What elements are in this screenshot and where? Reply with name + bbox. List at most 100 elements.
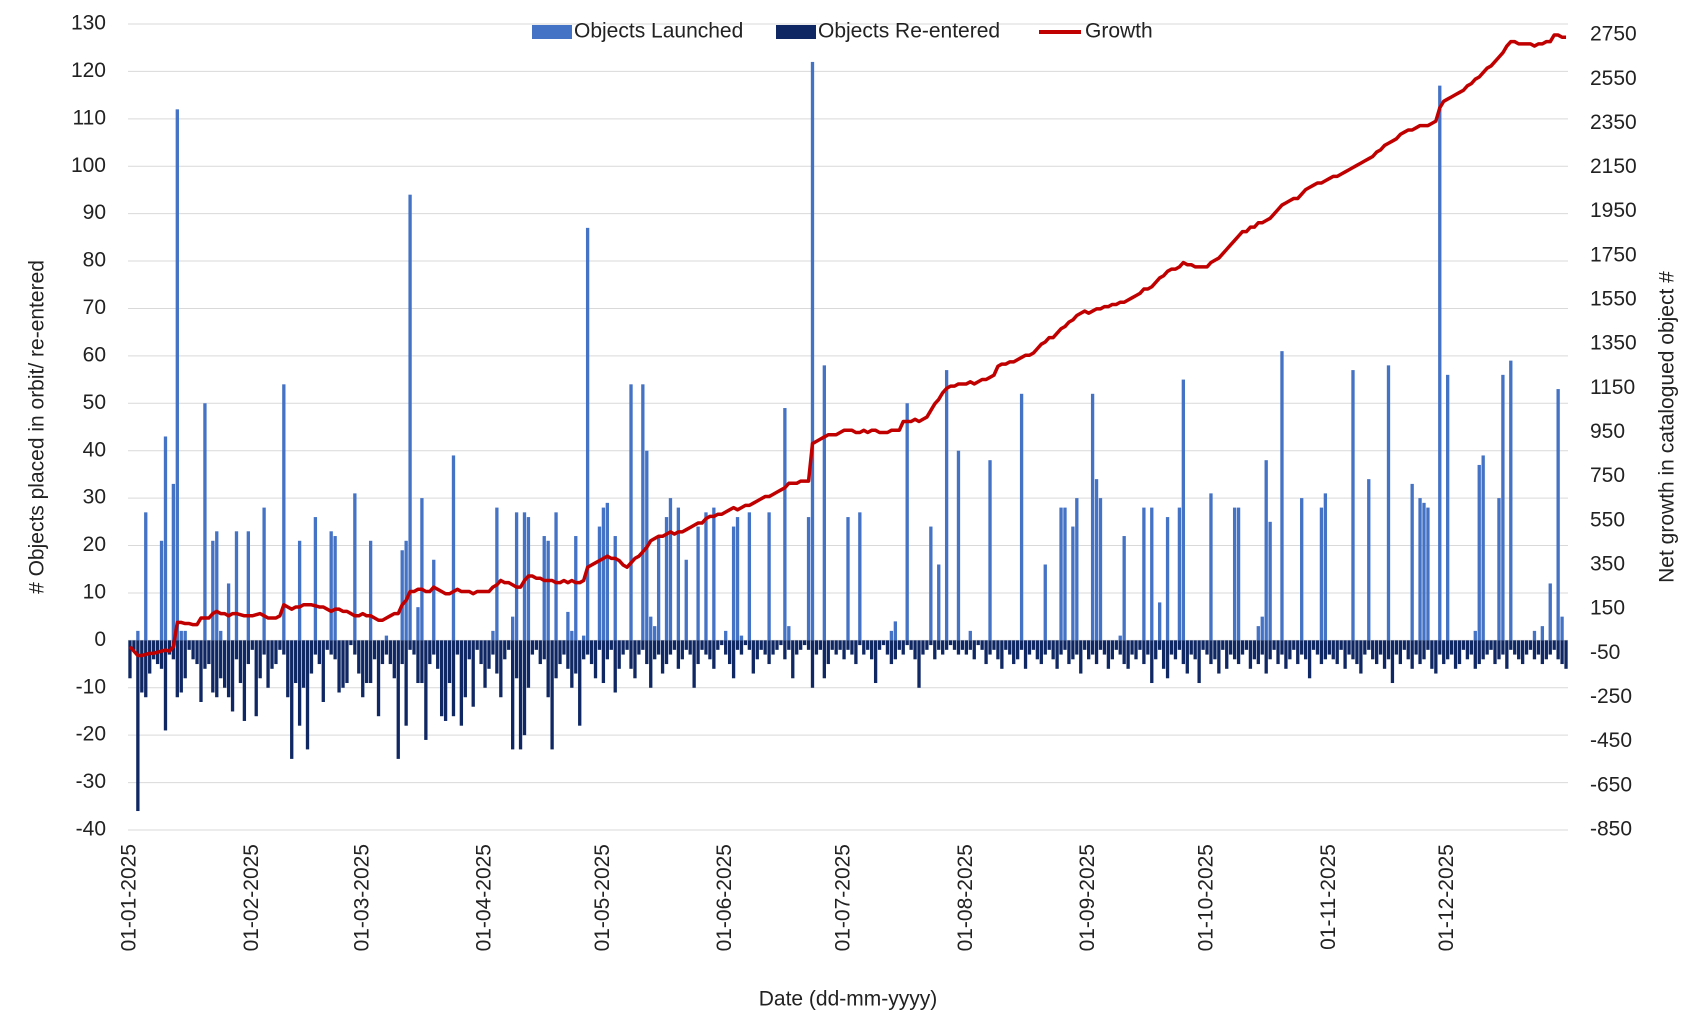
bar — [151, 640, 156, 660]
bar — [668, 498, 673, 641]
bar — [1039, 640, 1043, 665]
bar — [1406, 640, 1410, 660]
y-tick-label: -10 — [76, 675, 106, 698]
bar — [992, 640, 996, 650]
bar — [1446, 374, 1450, 641]
bar — [175, 640, 179, 698]
bar — [870, 640, 874, 660]
x-tick-label: 01-05-2025 — [591, 844, 614, 951]
bar — [1264, 640, 1268, 674]
x-tick-label: 01-01-2025 — [118, 844, 141, 951]
bar — [1461, 640, 1466, 650]
bar — [475, 640, 479, 650]
bar — [1087, 640, 1091, 660]
bar — [1260, 616, 1264, 641]
bar — [345, 640, 349, 684]
bar — [641, 640, 645, 650]
bar — [1256, 626, 1260, 641]
bar — [1307, 640, 1312, 679]
x-tick-label: 01-07-2025 — [832, 844, 855, 951]
bar — [1505, 640, 1509, 669]
bar — [278, 640, 282, 650]
bar — [731, 526, 736, 641]
bar — [1296, 640, 1300, 665]
bar — [203, 403, 207, 641]
bar — [250, 640, 254, 650]
bar — [724, 640, 728, 655]
y-axis-title: # Objects placed in orbit/ re-entered — [26, 260, 49, 594]
bar — [1059, 507, 1063, 641]
bar — [570, 640, 574, 688]
bar — [554, 512, 558, 641]
bar — [1205, 640, 1209, 655]
bar — [400, 550, 404, 641]
x-tick-label: 01-10-2025 — [1195, 844, 1218, 951]
bar — [1481, 640, 1485, 660]
bar — [712, 507, 716, 641]
bar — [838, 640, 842, 650]
bar — [542, 640, 546, 660]
bar-series — [136, 61, 1564, 641]
bar — [297, 640, 302, 726]
bar — [514, 512, 519, 641]
bar — [653, 626, 657, 641]
bar — [215, 531, 219, 641]
bar — [1560, 616, 1564, 641]
bar — [806, 640, 811, 650]
bar — [1532, 630, 1537, 641]
bar — [739, 635, 744, 641]
bar — [747, 640, 752, 650]
bar — [1469, 640, 1473, 655]
bar — [136, 630, 140, 641]
bar — [1193, 640, 1197, 660]
bar — [219, 630, 223, 641]
bar — [601, 507, 606, 641]
bar — [1098, 640, 1103, 650]
bar — [1390, 640, 1395, 684]
bar — [1075, 640, 1079, 655]
y-tick-label: -20 — [76, 723, 106, 746]
bar — [1264, 460, 1268, 641]
bar — [262, 640, 266, 655]
y2-tick-label: 150 — [1590, 597, 1625, 620]
bar — [1335, 640, 1339, 665]
bar — [487, 640, 491, 669]
bar — [1083, 640, 1087, 650]
bar — [684, 559, 688, 641]
y2-tick-label: -250 — [1590, 685, 1632, 708]
bar — [1268, 521, 1272, 641]
bar — [499, 640, 503, 698]
y2-tick-label: 2550 — [1590, 67, 1637, 90]
bar — [384, 640, 389, 655]
bar — [1244, 640, 1249, 650]
bar — [167, 640, 172, 655]
bar — [680, 640, 684, 660]
bar — [416, 607, 420, 641]
bar — [230, 640, 235, 712]
bar — [972, 640, 976, 660]
bar — [471, 640, 475, 707]
bar — [511, 616, 515, 641]
bar — [408, 194, 412, 641]
bar — [1201, 640, 1205, 650]
y2-tick-label: -650 — [1590, 773, 1632, 796]
bar — [404, 640, 408, 726]
bar — [1094, 640, 1099, 665]
bar — [1090, 640, 1095, 655]
bar — [1071, 526, 1075, 641]
bar — [159, 640, 164, 669]
bar — [1154, 640, 1158, 660]
bar — [570, 630, 574, 641]
legend-label: Growth — [1085, 20, 1153, 43]
bar — [1252, 640, 1257, 660]
bar — [432, 559, 436, 641]
bar — [1173, 640, 1178, 660]
bar — [956, 640, 961, 655]
bar — [159, 540, 164, 641]
bar — [1442, 640, 1446, 665]
bar — [1288, 640, 1292, 660]
bar — [1240, 640, 1245, 655]
bar — [585, 227, 590, 641]
bar — [451, 640, 456, 717]
bar — [1418, 640, 1422, 665]
